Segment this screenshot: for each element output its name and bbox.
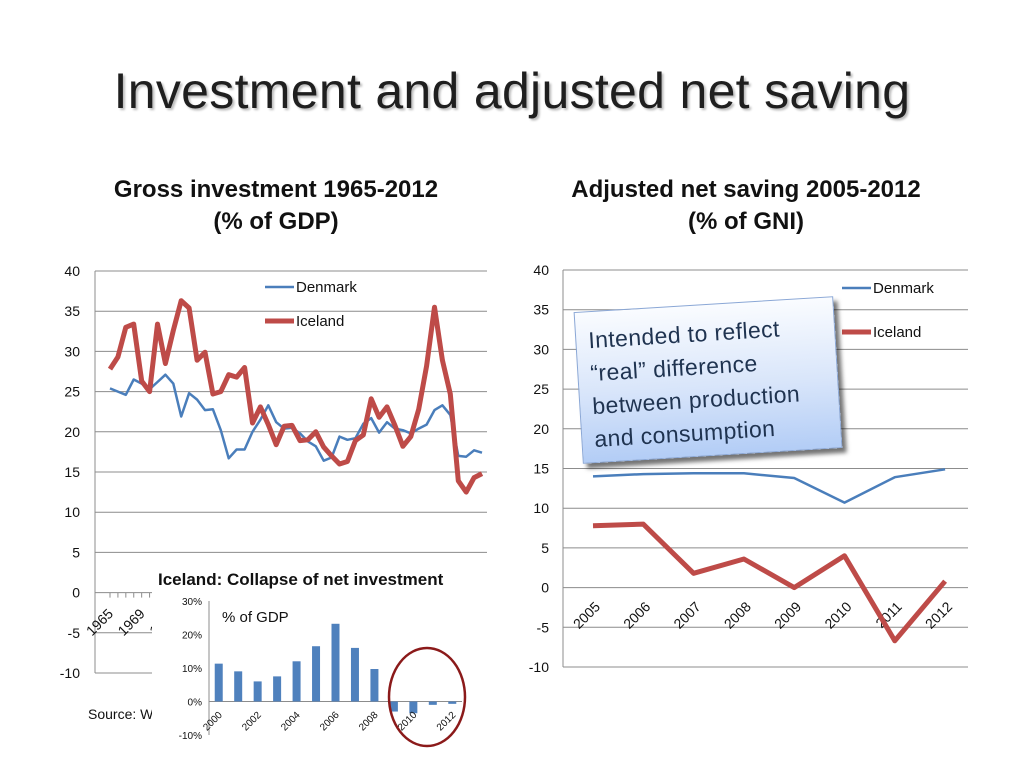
right-chart-heading-line1: Adjusted net saving 2005-2012 [571, 176, 921, 203]
inset-unit-label: % of GDP [222, 609, 289, 626]
y-tick-label: -5 [68, 625, 81, 641]
inset-y-tick-label: 20% [182, 631, 202, 642]
y-tick-label: 30 [64, 343, 80, 359]
y-tick-label: 5 [72, 544, 80, 560]
inset-bar [292, 661, 301, 702]
inset-title: Iceland: Collapse of net investment [158, 570, 444, 589]
right-chart-heading: Adjusted net saving 2005-2012 (% of GNI) [530, 174, 962, 238]
right-chart-heading-line2: (% of GNI) [688, 208, 804, 235]
y-tick-label: 25 [64, 384, 80, 400]
inset-bar [331, 623, 340, 702]
inset-x-tick-label: 2000 [201, 710, 225, 734]
inset-x-tick-label: 2004 [279, 710, 303, 734]
series-line-denmark [592, 468, 946, 504]
legend-label-denmark: Denmark [296, 279, 357, 296]
y-tick-label: 20 [64, 424, 80, 440]
y-tick-label: 35 [533, 302, 549, 318]
y-tick-label: 35 [64, 303, 80, 319]
inset-y-tick-label: 30% [182, 597, 202, 608]
y-tick-label: 40 [64, 263, 80, 279]
left-chart-heading-line1: Gross investment 1965-2012 [113, 176, 439, 203]
y-tick-label: 40 [533, 262, 549, 278]
y-tick-label: -5 [537, 619, 550, 635]
series-line-iceland [592, 521, 948, 644]
y-tick-label: 0 [541, 580, 549, 596]
left-chart-heading: Gross investment 1965-2012 (% of GDP) [60, 174, 492, 238]
inset-bar [370, 669, 379, 702]
inset-bar [409, 701, 418, 714]
y-tick-label: 15 [64, 464, 80, 480]
inset-bar [448, 701, 457, 704]
slide-title: Investment and adjusted net saving [113, 63, 911, 119]
inset-x-tick-label: 2008 [357, 710, 381, 734]
inset-y-tick-label: 0% [188, 698, 203, 709]
inset-bar [214, 663, 223, 702]
inset-bar [234, 671, 243, 702]
y-tick-label: 20 [533, 421, 549, 437]
y-tick-label: 5 [541, 540, 549, 556]
y-tick-label: -10 [60, 665, 80, 681]
y-tick-label: 10 [64, 504, 80, 520]
highlight-circle [387, 646, 467, 748]
legend-label-iceland: Iceland [296, 313, 344, 330]
inset-x-tick-label: 2002 [240, 710, 264, 734]
inset-bar [253, 681, 262, 702]
y-tick-label: 25 [533, 381, 549, 397]
y-tick-label: 15 [533, 461, 549, 477]
inset-x-tick-label: 2006 [318, 710, 342, 734]
legend-label-denmark: Denmark [873, 280, 934, 297]
inset-y-tick-label: -10% [179, 731, 202, 742]
inset-bar [350, 647, 359, 702]
y-tick-label: 10 [533, 500, 549, 516]
inset-bar [428, 701, 437, 705]
y-tick-label: -10 [529, 659, 549, 675]
inset-y-tick-label: 10% [182, 664, 202, 675]
inset-bar [273, 676, 282, 702]
source-note: Source: Wo [88, 706, 152, 722]
left-chart-heading-line2: (% of GDP) [213, 208, 339, 235]
inset-bar [312, 646, 321, 702]
y-tick-label: 30 [533, 341, 549, 357]
series-line-iceland [107, 298, 484, 495]
y-tick-label: 0 [72, 585, 80, 601]
legend-label-iceland: Iceland [873, 324, 921, 341]
inset-bar [389, 701, 398, 712]
